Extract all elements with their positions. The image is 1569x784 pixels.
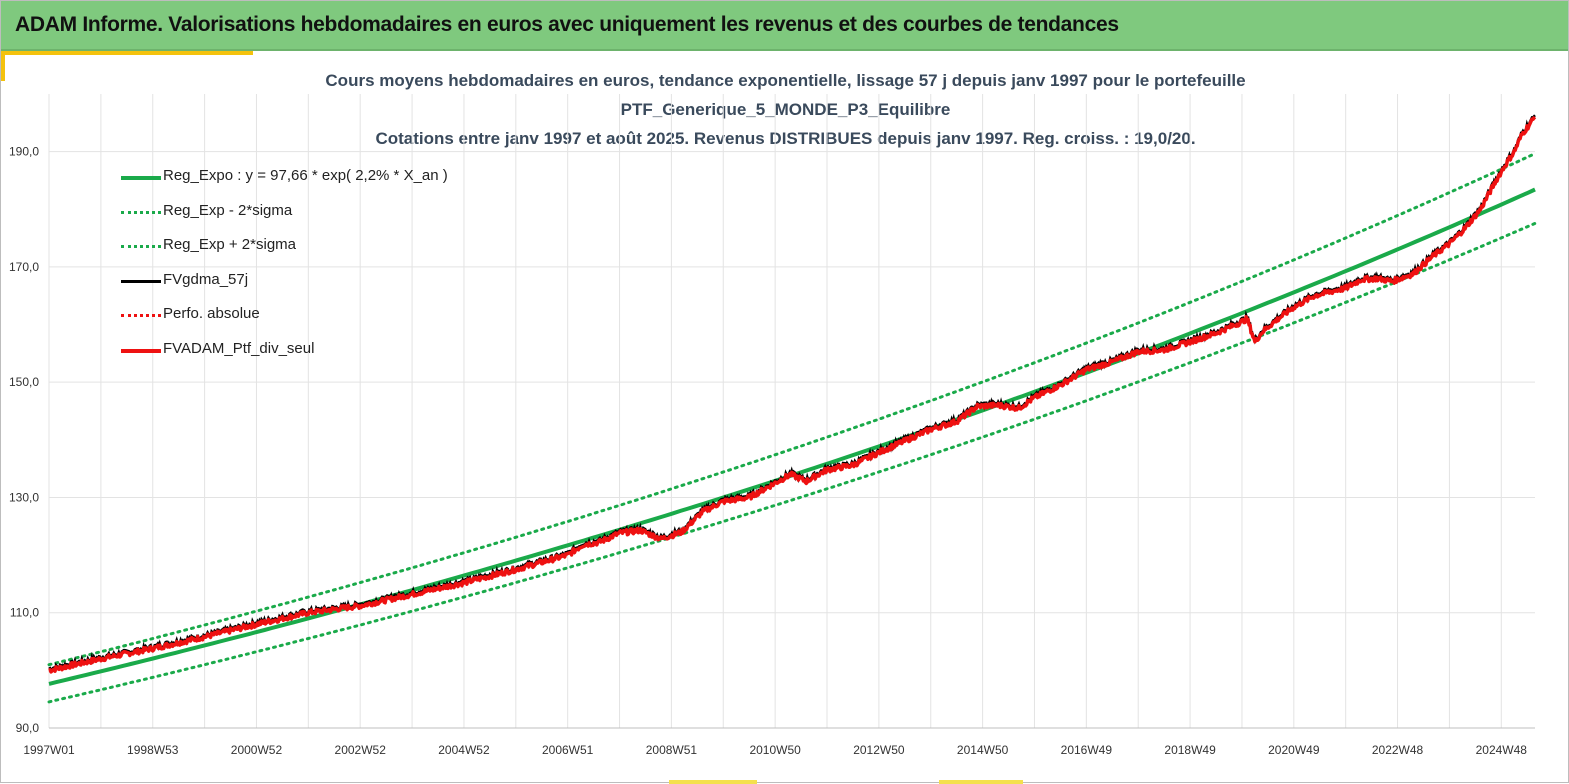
x-tick-label: 2004W52 [438, 743, 490, 757]
report-header: ADAM Informe. Valorisations hebdomadaire… [1, 1, 1568, 51]
y-tick-label: 110,0 [10, 606, 39, 620]
legend-label-actual: FVADAM_Ptf_div_seul [163, 339, 315, 357]
accent-left-bar [1, 51, 5, 81]
x-tick-label: 2010W50 [749, 743, 801, 757]
series-reg-upper [47, 152, 1537, 667]
x-tick-label: 1997W01 [23, 743, 75, 757]
legend-swatch-regression [121, 176, 161, 180]
legend-label-regression: Reg_Expo : y = 97,66 * exp( 2,2% * X_an … [163, 167, 448, 184]
x-tick-label: 2018W49 [1164, 743, 1216, 757]
x-axis: 1997W01 1998W53 2000W52 2002W52 2004W52 2006W… [23, 743, 1527, 757]
report-title: ADAM Informe. Valorisations hebdomadaire… [15, 13, 1119, 36]
x-tick-label: 2024W48 [1476, 743, 1528, 757]
legend-swatch-upper-band [121, 245, 161, 248]
series-fv-actual [48, 115, 1537, 674]
legend-label-absolute: Perfo. absolue [163, 305, 260, 322]
x-tick-label: 2020W49 [1268, 743, 1320, 757]
chart-title-line-1: Cours moyens hebdomadaires en euros, ten… [325, 71, 1246, 90]
legend-item-lower-band: Reg_Exp - 2*sigma [121, 199, 481, 234]
x-tick-label: 2014W50 [957, 743, 1009, 757]
y-tick-label: 150,0 [9, 375, 39, 389]
x-tick-label: 2006W51 [542, 743, 594, 757]
grid-lines [48, 94, 1535, 729]
legend-swatch-actual [121, 348, 161, 353]
accent-bar [5, 51, 253, 55]
legend-swatch-smoothed [121, 279, 161, 283]
y-tick-label: 190,0 [9, 145, 39, 159]
legend-swatch-lower-band [121, 210, 161, 214]
footer-accent-left [669, 780, 757, 784]
y-tick-label: 170,0 [9, 260, 39, 274]
x-tick-label: 2022W48 [1372, 743, 1424, 757]
x-tick-label: 2008W51 [646, 743, 698, 757]
legend-item-smoothed: FVgdma_57j [121, 268, 481, 303]
x-tick-label: 2000W52 [231, 743, 283, 757]
x-tick-label: 2002W52 [335, 743, 387, 757]
legend-item-regression: Reg_Expo : y = 97,66 * exp( 2,2% * X_an … [121, 164, 481, 199]
legend-item-actual: FVADAM_Ptf_div_seul [121, 337, 481, 372]
legend-label-upper-band: Reg_Exp + 2*sigma [163, 236, 296, 253]
chart-title-line-2: PTF_Generique_5_MONDE_P3_Equilibre [620, 100, 951, 119]
y-tick-label: 130,0 [9, 490, 39, 504]
legend-label-lower-band: Reg_Exp - 2*sigma [163, 201, 293, 219]
series-reg-lower [47, 221, 1537, 704]
legend-label-smoothed: FVgdma_57j [163, 270, 249, 288]
x-tick-label: 2012W50 [853, 743, 905, 757]
x-tick-label: 1998W53 [127, 743, 179, 757]
series-group [47, 114, 1537, 704]
legend-swatch-absolute [121, 314, 161, 317]
y-tick-label: 90,0 [16, 721, 40, 735]
chart-title-line-3: Cotations entre janv 1997 et août 2025. … [375, 129, 1196, 148]
legend-item-absolute: Perfo. absolue [121, 302, 481, 337]
y-axis: 90,0 110,0 130,0 150,0 170,0 190,0 [9, 145, 39, 735]
legend: Reg_Expo : y = 97,66 * exp( 2,2% * X_an … [121, 164, 481, 371]
x-tick-label: 2016W49 [1061, 743, 1113, 757]
footer-accent-right [939, 780, 1023, 784]
legend-item-upper-band: Reg_Exp + 2*sigma [121, 233, 481, 268]
